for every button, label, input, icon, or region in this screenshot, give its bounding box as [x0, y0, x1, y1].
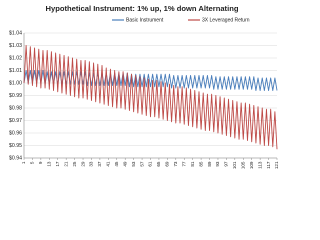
y-tick-label: $1.03 — [9, 43, 22, 49]
x-tick-label: 45 — [114, 161, 119, 167]
y-tick-label: $1.01 — [9, 68, 22, 74]
x-tick-label: 77 — [181, 161, 186, 167]
x-tick-label: 21 — [63, 161, 68, 167]
y-tick-label: $0.97 — [9, 118, 22, 124]
x-tick-label: 17 — [55, 161, 60, 167]
x-tick-label: 81 — [190, 161, 195, 167]
x-tick-label: 41 — [106, 161, 111, 167]
x-tick-label: 109 — [249, 161, 254, 169]
x-tick-label: 101 — [232, 161, 237, 169]
x-tick-label: 113 — [257, 161, 262, 169]
x-tick-label: 85 — [198, 161, 203, 167]
x-tick-label: 33 — [89, 161, 94, 167]
chart: Hypothetical Instrument: 1% up, 1% down … — [9, 4, 280, 170]
x-tick-label: 57 — [139, 161, 144, 167]
x-tick-label: 89 — [207, 161, 212, 167]
series-line — [23, 70, 278, 91]
x-tick-label: 105 — [240, 161, 245, 169]
x-tick-label: 97 — [224, 161, 229, 167]
y-tick-label: $0.94 — [9, 155, 22, 161]
y-tick-label: $0.96 — [9, 130, 22, 136]
y-tick-label: $1.00 — [9, 80, 22, 86]
x-tick-label: 53 — [131, 161, 136, 167]
y-tick-label: $0.95 — [9, 143, 22, 149]
y-tick-label: $0.99 — [9, 93, 22, 99]
y-tick-label: $1.04 — [9, 30, 22, 36]
x-tick-label: 37 — [97, 161, 102, 167]
x-tick-label: 65 — [156, 161, 161, 167]
x-tick-label: 61 — [148, 161, 153, 167]
page: {"chart_data": {"type": "line", "title":… — [9, 4, 280, 170]
y-tick-label: $0.98 — [9, 105, 22, 111]
x-tick-label: 117 — [266, 161, 271, 169]
chart-title: Hypothetical Instrument: 1% up, 1% down … — [46, 4, 239, 13]
y-tick-label: $1.02 — [9, 55, 22, 61]
x-tick-label: 5 — [30, 161, 35, 164]
x-tick-label: 13 — [47, 161, 52, 167]
legend-label: Basic Instrument — [126, 17, 164, 23]
x-tick-label: 25 — [72, 161, 77, 167]
legend-label: 3X Leveraged Return — [202, 17, 250, 23]
x-tick-label: 9 — [38, 161, 43, 164]
x-tick-label: 73 — [173, 161, 178, 167]
x-tick-label: 29 — [80, 161, 85, 167]
x-tick-label: 121 — [274, 161, 279, 169]
x-tick-label: 49 — [122, 161, 127, 167]
x-tick-label: 1 — [21, 161, 26, 164]
series-line — [23, 45, 278, 150]
x-tick-label: 93 — [215, 161, 220, 167]
x-tick-label: 69 — [165, 161, 170, 167]
